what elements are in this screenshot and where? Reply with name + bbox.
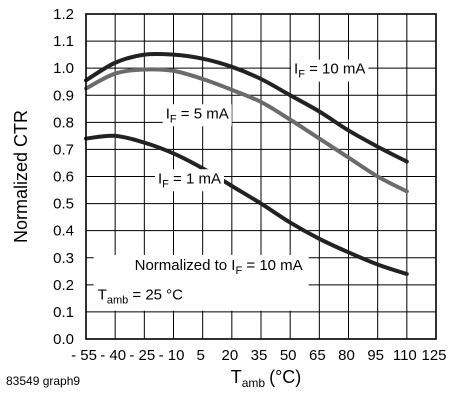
note-line2-rest: = 25 °C [128, 287, 183, 304]
series-label-sub: F [298, 69, 305, 81]
y-tick-label: 0.6 [53, 169, 74, 186]
y-tick-label: 0.1 [53, 304, 74, 321]
series-line-1 [84, 67, 409, 194]
x-axis-label-sub: amb [242, 376, 266, 390]
series-label-main: I [294, 61, 298, 78]
x-tick-labels: - 55- 40- 25- 10 5 20 35 50 65 80 95 110 125 [71, 347, 446, 364]
note-line1-sub: F [235, 265, 242, 277]
note-line2-main: T [98, 287, 107, 304]
x-tick-label: - 25 [129, 347, 155, 364]
series-label-rest: = 1 mA [169, 170, 221, 187]
series-label-main: I [166, 105, 170, 122]
series-label-main: I [158, 170, 162, 187]
series-label-sub: F [162, 178, 169, 190]
y-tick-label: 0.7 [53, 141, 74, 158]
y-tick-label: 0.4 [53, 223, 74, 240]
y-tick-label: 0.5 [53, 196, 74, 213]
y-tick-label: 0.3 [53, 250, 74, 267]
x-tick-label: 35 [251, 347, 268, 364]
normalization-note-line1: Normalized to IF = 10 mA [135, 257, 303, 277]
y-tick-label: 0.8 [53, 114, 74, 131]
note-line2-sub: amb [107, 295, 128, 307]
x-tick-label: 65 [309, 347, 326, 364]
x-axis-label-main: T [231, 367, 242, 387]
x-tick-label: 20 [221, 347, 238, 364]
series-label-if-10ma: IF = 10 mA [294, 61, 365, 81]
series-lines [84, 51, 409, 276]
label-background [162, 104, 232, 127]
normalization-note-line2: Tamb = 25 °C [98, 287, 184, 307]
y-axis-label: Normalized CTR [11, 110, 31, 243]
figure-id: 83549 graph9 [6, 374, 80, 388]
x-tick-label: 95 [367, 347, 384, 364]
y-tick-label: 0.2 [53, 277, 74, 294]
series-label-rest: = 10 mA [305, 61, 365, 78]
x-tick-label: - 10 [159, 347, 185, 364]
x-axis-label-unit: (°C) [269, 367, 301, 387]
label-background [154, 169, 224, 192]
y-tick-label: 1.0 [53, 60, 74, 77]
y-tick-labels: 0.0 0.1 0.2 0.3 0.4 0.5 0.6 0.7 0.8 0.9 1.0 1.1 1.2 [53, 6, 74, 348]
x-tick-label: 80 [338, 347, 355, 364]
x-tick-label: - 55 [71, 347, 97, 364]
y-tick-label: 0.0 [53, 331, 74, 348]
y-tick-label: 1.1 [53, 33, 74, 50]
x-tick-label: 50 [280, 347, 297, 364]
series-label-rest: = 5 mA [177, 105, 229, 122]
x-tick-label: 5 [196, 347, 204, 364]
plot-frame [85, 13, 437, 340]
x-tick-label: 125 [421, 347, 446, 364]
y-tick-label: 1.2 [53, 6, 74, 23]
label-background [291, 59, 369, 82]
note-background [93, 254, 309, 311]
x-axis-label: Tamb (°C) [231, 367, 302, 390]
note-line1-main: Normalized to I [135, 257, 236, 274]
note-line1-rest: = 10 mA [242, 257, 302, 274]
x-tick-label: 110 [393, 347, 417, 364]
series-label-sub: F [170, 113, 177, 125]
series-label-if-1ma: IF = 1 mA [158, 170, 221, 190]
series-label-if-5ma: IF = 5 mA [166, 105, 229, 125]
series-line-2 [84, 133, 409, 276]
series-line-0 [84, 51, 409, 164]
y-tick-label: 0.9 [53, 87, 74, 104]
x-tick-label: - 40 [100, 347, 126, 364]
